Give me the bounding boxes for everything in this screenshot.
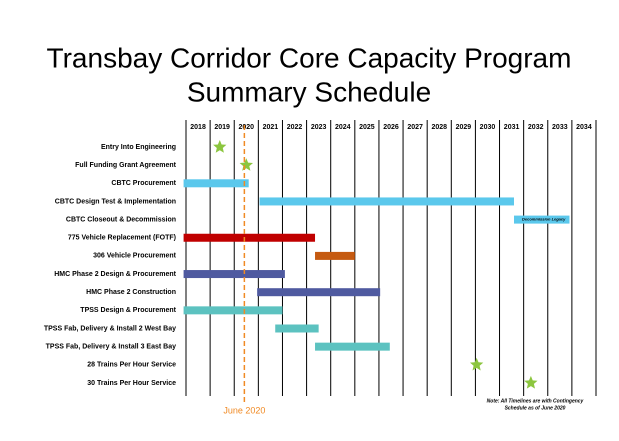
task-label: CBTC Procurement [111,180,176,187]
year-label: 2023 [311,124,327,131]
task-label: 306 Vehicle Procurement [93,253,177,260]
task-label: 30 Trains Per Hour Service [87,380,176,387]
year-label: 2025 [359,124,375,131]
year-label: 2018 [190,124,206,131]
year-label: 2029 [456,124,472,131]
milestone [239,158,253,171]
task-label: 28 Trains Per Hour Service [87,362,176,369]
year-label: 2026 [383,124,399,131]
task-bar [183,306,283,315]
task-bar [514,215,570,224]
milestone [470,357,484,371]
task-label: TPSS Fab, Delivery & Install 2 West Bay [44,325,176,332]
year-label: 2019 [214,124,230,131]
year-label: 2033 [552,124,568,131]
task-label: HMC Phase 2 Construction [86,289,176,296]
chart-title: Transbay Corridor Core Capacity Program [47,42,572,73]
task-label: CBTC Design Test & Implementation [55,198,176,205]
task-label: 775 Vehicle Replacement (FOTF) [68,235,176,242]
task-bar [257,288,381,297]
year-label: 2030 [480,124,496,131]
bar-label: Decommission Legacy [522,217,566,222]
task-bar [275,324,319,333]
task-label: Full Funding Grant Agreement [75,162,177,169]
task-label: TPSS Fab, Delivery & Install 3 East Bay [46,343,176,350]
year-label: 2024 [335,124,351,131]
task-bar [183,179,249,188]
chart-title: Summary Schedule [187,76,431,107]
year-label: 2032 [528,124,544,131]
marker-label: June 2020 [223,405,265,415]
year-label: 2031 [504,124,520,131]
year-label: 2027 [407,124,423,131]
task-bar [183,233,316,242]
task-label: HMC Phase 2 Design & Procurement [54,271,176,278]
year-label: 2022 [287,124,303,131]
task-label: TPSS Design & Procurement [80,307,176,314]
task-bar [315,342,390,351]
year-label: 2034 [576,124,592,131]
task-label: CBTC Closeout & Decommission [66,216,176,223]
year-label: 2020 [239,124,255,131]
note: Schedule as of June 2020 [505,405,566,411]
task-label: Entry Into Engineering [101,144,176,151]
task-bar [315,251,355,260]
year-label: 2028 [431,124,447,131]
milestone [524,375,538,389]
milestone [213,140,227,153]
year-label: 2021 [263,124,279,131]
task-bar [183,270,285,279]
note: Note: All Timelines are with Contingency [487,398,584,404]
task-bar [259,197,514,206]
